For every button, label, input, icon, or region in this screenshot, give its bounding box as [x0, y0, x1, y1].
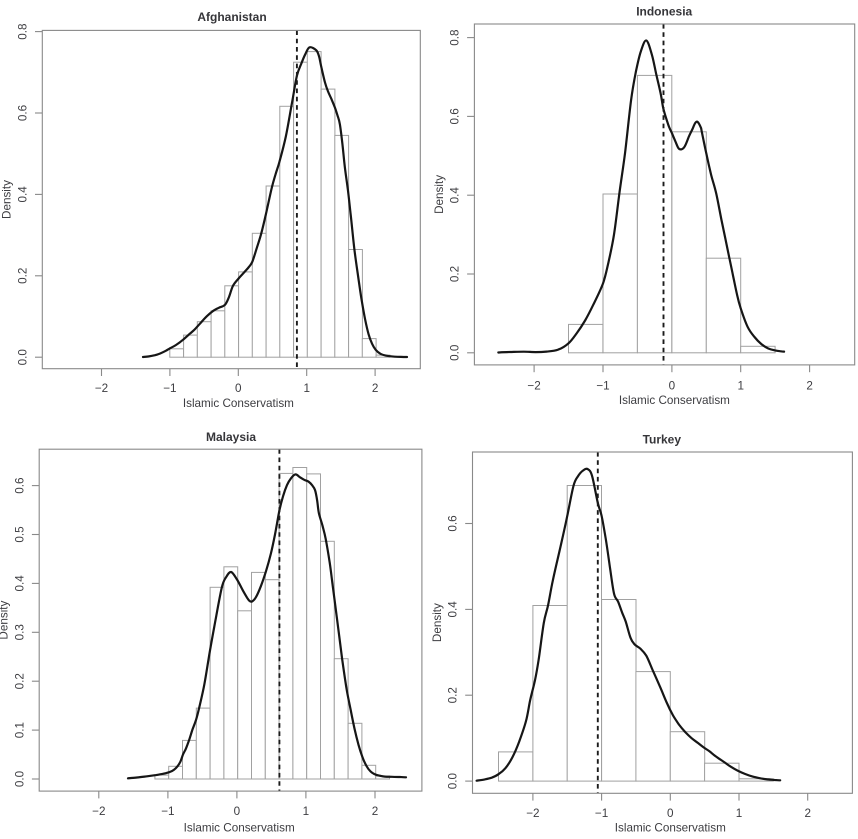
svg-text:0.2: 0.2: [447, 687, 460, 703]
svg-text:Density: Density: [431, 603, 444, 642]
svg-text:1: 1: [736, 807, 743, 820]
svg-text:Malaysia: Malaysia: [206, 430, 256, 444]
svg-text:0: 0: [669, 380, 676, 393]
svg-text:−1: −1: [596, 380, 609, 393]
svg-text:Density: Density: [0, 600, 11, 639]
svg-text:1: 1: [303, 382, 310, 395]
svg-text:Turkey: Turkey: [643, 432, 682, 446]
svg-text:Islamic Conservatism: Islamic Conservatism: [619, 394, 730, 407]
svg-text:−1: −1: [595, 807, 608, 820]
svg-text:−2: −2: [92, 805, 105, 818]
svg-text:0.3: 0.3: [13, 624, 26, 640]
svg-text:2: 2: [804, 807, 811, 820]
svg-text:0.2: 0.2: [17, 268, 30, 284]
svg-text:0.1: 0.1: [13, 722, 26, 738]
svg-text:Islamic Conservatism: Islamic Conservatism: [184, 822, 295, 835]
svg-text:2: 2: [806, 380, 813, 393]
svg-text:−2: −2: [526, 807, 539, 820]
svg-text:−1: −1: [163, 382, 176, 395]
svg-text:0.0: 0.0: [13, 770, 26, 787]
svg-text:1: 1: [303, 805, 310, 818]
svg-text:0.6: 0.6: [17, 105, 30, 121]
svg-text:0.0: 0.0: [449, 344, 462, 361]
svg-text:Islamic Conservatism: Islamic Conservatism: [183, 397, 294, 410]
svg-text:0.0: 0.0: [17, 349, 30, 366]
svg-text:0.5: 0.5: [13, 526, 26, 543]
svg-text:0.6: 0.6: [13, 477, 26, 493]
svg-text:0: 0: [235, 382, 242, 395]
svg-text:−1: −1: [161, 805, 174, 818]
svg-text:0.6: 0.6: [449, 108, 462, 124]
svg-text:0: 0: [667, 807, 674, 820]
svg-text:0.4: 0.4: [13, 575, 26, 592]
svg-text:0.4: 0.4: [447, 601, 460, 618]
svg-text:−2: −2: [527, 380, 540, 393]
svg-text:2: 2: [372, 382, 379, 395]
svg-text:0.0: 0.0: [447, 772, 460, 789]
svg-text:0.2: 0.2: [449, 266, 462, 282]
svg-text:2: 2: [372, 805, 379, 818]
svg-text:0: 0: [234, 805, 241, 818]
svg-text:0.4: 0.4: [449, 187, 462, 204]
svg-text:0.8: 0.8: [449, 29, 462, 45]
svg-text:Islamic Conservatism: Islamic Conservatism: [615, 822, 726, 835]
svg-text:Density: Density: [1, 180, 14, 219]
svg-text:Afghanistan: Afghanistan: [197, 10, 266, 24]
svg-text:0.2: 0.2: [13, 673, 26, 689]
svg-text:0.6: 0.6: [447, 515, 460, 531]
svg-text:0.8: 0.8: [17, 23, 30, 39]
svg-text:1: 1: [737, 380, 744, 393]
svg-text:Density: Density: [433, 175, 446, 214]
svg-text:−2: −2: [95, 382, 108, 395]
svg-text:Indonesia: Indonesia: [636, 4, 692, 18]
svg-text:0.4: 0.4: [17, 186, 30, 203]
